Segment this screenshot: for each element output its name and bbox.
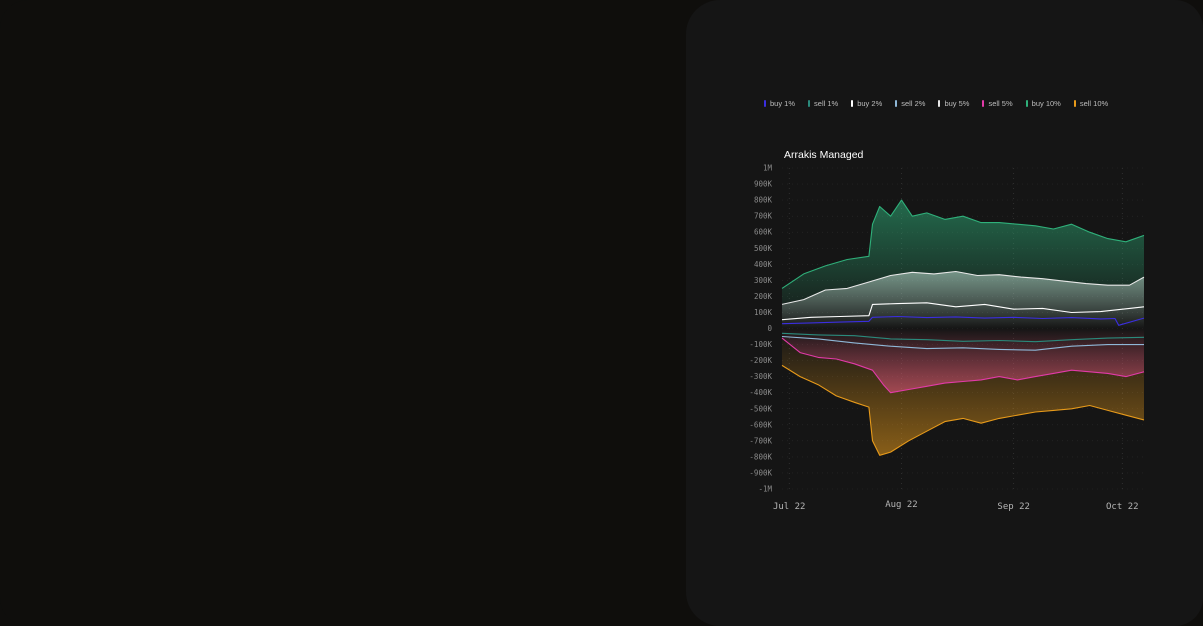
- series-line-buy-10-: [781, 199, 1145, 289]
- legend-label: sell 1%: [814, 98, 839, 108]
- legend-swatch: [1025, 99, 1028, 107]
- legend-swatch: [938, 99, 941, 107]
- series-line-sell-5-: [781, 337, 1145, 394]
- area-sell-10-: [782, 328, 1144, 456]
- legend-label: buy 1%: [770, 98, 796, 108]
- y-tick-label: -500K: [749, 404, 772, 413]
- y-axis: 1M 900K 800K 700K 600K 500K 400K 300K 200K 100K 0 -…: [749, 164, 772, 494]
- legend-label: buy 10%: [1031, 98, 1061, 108]
- x-tick-label: Jul 22: [773, 502, 806, 512]
- legend-item[interactable]: buy 10%: [1025, 96, 1061, 110]
- legend-label: sell 10%: [1079, 98, 1109, 108]
- legend-swatch: [764, 99, 766, 107]
- chart-legend: buy 1% sell 1% buy 2% sell 2% buy 5% sell 5% b…: [764, 96, 1121, 110]
- y-tick-label: -400K: [749, 388, 772, 397]
- series-line-buy-2-: [781, 302, 1145, 321]
- legend-item[interactable]: sell 5%: [982, 96, 1013, 110]
- legend-swatch: [982, 99, 985, 107]
- y-tick-label: -300K: [749, 372, 772, 381]
- y-tick-label: -200K: [749, 356, 772, 365]
- x-tick-label: Sep 22: [997, 502, 1030, 512]
- y-tick-label: 700K: [754, 212, 773, 221]
- legend-label: buy 5%: [944, 98, 970, 108]
- chart-areas: [782, 200, 1144, 456]
- y-tick-label: 1M: [763, 164, 773, 173]
- legend-swatch: [851, 99, 854, 107]
- series-line-sell-2-: [781, 335, 1144, 351]
- y-tick-label: 300K: [754, 276, 773, 285]
- legend-item[interactable]: buy 2%: [851, 96, 882, 110]
- series-line-sell-10-: [781, 364, 1145, 456]
- x-axis: Jul 22 Aug 22 Sep 22 Oct 22: [773, 500, 1139, 512]
- area-buy-10-: [782, 200, 1144, 329]
- legend-item[interactable]: sell 1%: [808, 96, 838, 110]
- left-panel: [0, 0, 720, 626]
- legend-item[interactable]: buy 1%: [764, 96, 795, 110]
- x-tick-label: Oct 22: [1106, 502, 1139, 512]
- legend-label: sell 2%: [901, 98, 926, 108]
- y-tick-label: 400K: [754, 260, 773, 269]
- y-tick-label: 500K: [754, 244, 773, 253]
- y-tick-label: 100K: [754, 308, 773, 317]
- legend-label: sell 5%: [988, 98, 1013, 108]
- legend-swatch: [895, 99, 898, 107]
- series-line-buy-5-: [781, 270, 1145, 305]
- series-line-buy-1-: [781, 315, 1145, 326]
- y-tick-label: -1M: [758, 485, 772, 494]
- y-tick-label: -700K: [749, 436, 772, 445]
- legend-item[interactable]: sell 2%: [895, 96, 925, 110]
- y-tick-label: 800K: [754, 196, 773, 205]
- legend-label: buy 2%: [857, 98, 883, 108]
- series-line-sell-1-: [781, 332, 1145, 343]
- y-tick-label: 900K: [754, 180, 773, 189]
- x-tick-label: Aug 22: [885, 500, 918, 510]
- legend-item[interactable]: buy 5%: [938, 96, 969, 110]
- y-tick-label: 600K: [754, 228, 773, 237]
- legend-item[interactable]: sell 10%: [1073, 96, 1109, 110]
- chart-title: Arrakis Managed: [784, 149, 864, 161]
- y-tick-label: -100K: [749, 340, 772, 349]
- y-tick-label: 0: [767, 324, 772, 333]
- legend-swatch: [1073, 99, 1076, 107]
- y-tick-label: -600K: [749, 420, 772, 429]
- y-tick-label: -900K: [749, 468, 772, 477]
- y-tick-label: 200K: [754, 292, 773, 301]
- y-tick-label: -800K: [749, 452, 772, 461]
- legend-swatch: [808, 99, 811, 107]
- chart-lines: [781, 199, 1145, 456]
